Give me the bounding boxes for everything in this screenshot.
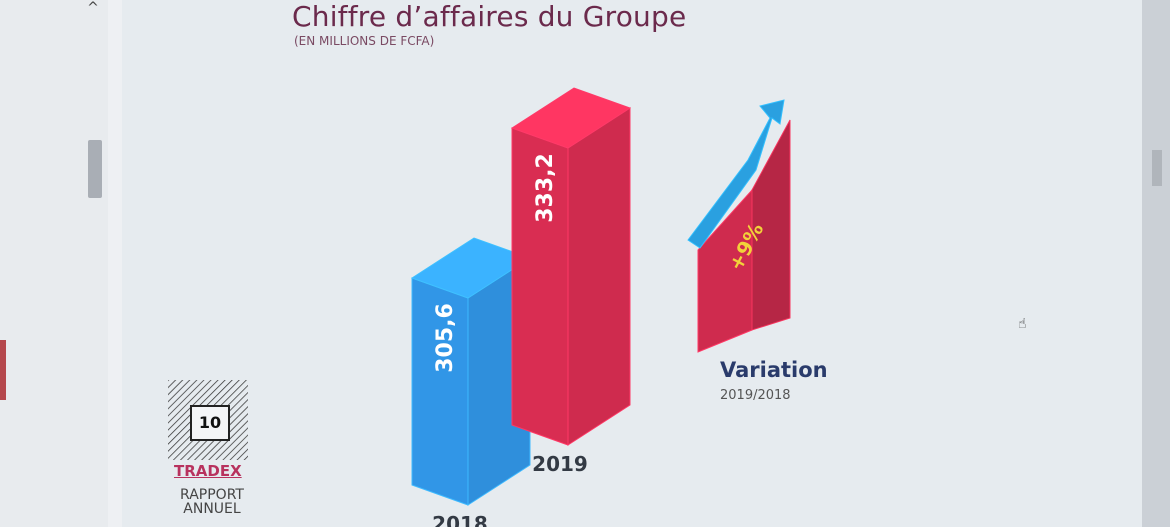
bar-2019 (567, 107, 631, 446)
brand-logo-text: TRADEX (174, 462, 242, 480)
scroll-up-icon[interactable]: ^ (87, 0, 99, 16)
brand-subtitle: RAPPORT ANNUEL (170, 488, 254, 516)
scrollbar-thumb[interactable] (88, 140, 102, 198)
variation-arrow-icon (687, 99, 785, 249)
variation-period: 2019/2018 (720, 388, 791, 403)
variation-label: Variation (720, 358, 828, 382)
x-tick-label-2018: 2018 (432, 512, 488, 527)
hand-cursor-icon: ☝ (1018, 316, 1027, 332)
variation-block-side (751, 119, 791, 331)
data-label-2018: 305,6 (433, 303, 458, 373)
chart-subtitle: (EN MILLIONS DE FCFA) (294, 34, 435, 48)
report-page (122, 0, 1142, 527)
bar-top-2019 (510, 87, 632, 149)
right-scrollbar[interactable] (1142, 0, 1170, 527)
page-number: 10 (190, 405, 230, 441)
data-label-2019: 333,2 (533, 153, 558, 223)
left-panel (0, 0, 109, 527)
brand-subtitle-line1: RAPPORT (180, 487, 244, 503)
right-scrollbar-thumb[interactable] (1152, 150, 1162, 186)
edge-tab (0, 340, 6, 400)
brand-subtitle-line2: ANNUEL (183, 501, 241, 517)
x-tick-label-2019: 2019 (532, 452, 588, 476)
chart-title: Chiffre d’affaires du Groupe (292, 0, 687, 33)
